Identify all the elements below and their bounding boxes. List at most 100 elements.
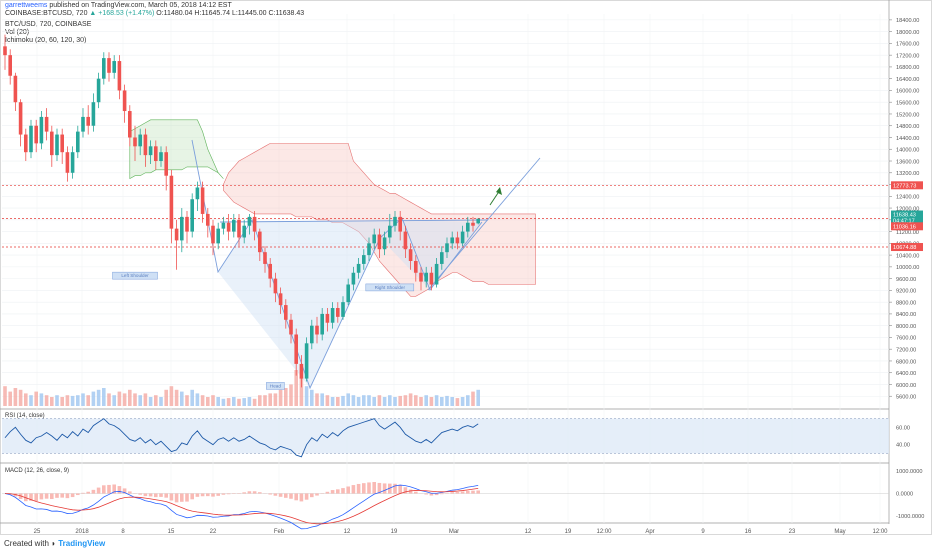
candle-body	[414, 260, 418, 273]
symbol-label: COINBASE:BTCUSD, 720	[5, 10, 88, 17]
x-tick-label: 22	[210, 529, 217, 535]
candle-body	[164, 152, 168, 176]
rsi-tick-label: 40.00	[896, 443, 910, 449]
x-tick-label: 2018	[75, 529, 89, 535]
brand-name[interactable]: TradingView	[58, 539, 106, 548]
candle-body	[8, 55, 12, 76]
candle-body	[408, 249, 413, 261]
volume-bar	[107, 393, 111, 406]
ichimoku-cloud-green	[129, 119, 224, 180]
macd-histogram-bar	[247, 491, 252, 494]
candle-body	[367, 243, 371, 256]
macd-histogram-bar	[216, 493, 220, 496]
candle-body	[429, 272, 434, 285]
price-tick-label: 8800.00	[896, 300, 916, 306]
volume-bar	[174, 389, 179, 406]
volume-bar	[138, 395, 142, 406]
candle-body	[341, 302, 345, 317]
volume-bar	[414, 395, 418, 406]
rsi-tick-label: 60.00	[896, 425, 910, 431]
volume-bar	[117, 391, 122, 406]
x-tick-label: 12:00	[596, 529, 612, 535]
macd-histogram-bar	[60, 493, 64, 498]
x-tick-label: 12	[525, 529, 532, 535]
x-tick-label: 23	[789, 529, 796, 535]
volume-bar	[50, 397, 54, 406]
candle-body	[180, 216, 184, 241]
pattern-label-box	[365, 283, 415, 292]
x-tick-label: Apr	[645, 529, 654, 535]
pattern-shading	[218, 220, 482, 388]
macd-histogram-bar	[86, 491, 90, 494]
volume-bar	[86, 395, 90, 406]
macd-histogram-bar	[268, 493, 272, 495]
volume-bar	[3, 386, 7, 406]
macd-histogram-bar	[330, 490, 335, 494]
candle-body	[96, 78, 101, 103]
candle-body	[211, 225, 215, 244]
volume-bar	[195, 393, 200, 406]
trend-line	[427, 157, 541, 291]
volume-bar	[18, 389, 23, 406]
candle-body	[377, 234, 382, 250]
macd-histogram-bar	[362, 483, 366, 494]
macd-histogram-bar	[65, 493, 70, 499]
macd-legend: MACD (12, 26, close, 9)	[5, 468, 69, 474]
price-tick-label: 11200.00	[896, 230, 919, 236]
price-tick-label: 6000.00	[896, 383, 916, 389]
price-tick-label: 8400.00	[896, 312, 916, 318]
macd-histogram-bar	[117, 486, 122, 494]
macd-histogram-bar	[440, 493, 444, 495]
candle-body	[86, 116, 90, 126]
candle-body	[76, 131, 80, 153]
price-tick-label: 12000.00	[896, 206, 919, 212]
candle-body	[159, 152, 163, 162]
macd-histogram-bar	[356, 483, 361, 494]
macd-histogram-bar	[299, 493, 304, 502]
candle-body	[304, 343, 309, 379]
candle-body	[242, 225, 246, 238]
volume-bar	[304, 386, 309, 406]
volume-bar	[128, 389, 132, 406]
candle-body	[13, 75, 18, 103]
volume-bar	[330, 397, 335, 406]
x-tick-label: 16	[745, 529, 752, 535]
volume-bar	[8, 391, 12, 406]
macd-histogram-bar	[76, 493, 80, 496]
price-tick-label: 18000.00	[896, 30, 919, 36]
price-label-box	[891, 216, 923, 225]
volume-bar	[252, 398, 257, 406]
macd-histogram-bar	[190, 493, 194, 500]
volume-bar	[471, 391, 475, 406]
macd-histogram-bar	[185, 493, 189, 502]
price-tick-label: 5600.00	[896, 395, 916, 401]
candle-body	[107, 58, 111, 73]
volume-bar	[351, 395, 356, 406]
volume-bar	[440, 397, 444, 406]
author-link[interactable]: garrettweems	[5, 2, 48, 9]
price-tick-label: 8000.00	[896, 324, 916, 330]
candle-body	[148, 146, 153, 156]
price-tick-label: 15200.00	[896, 112, 919, 118]
macd-histogram-bar	[70, 493, 75, 498]
volume-bar	[284, 388, 288, 406]
macd-histogram-bar	[112, 484, 116, 494]
candle-body	[226, 222, 231, 232]
macd-histogram-bar	[195, 493, 200, 497]
macd-histogram-bar	[273, 493, 278, 496]
candle-body	[372, 234, 376, 244]
macd-histogram-bar	[304, 493, 309, 500]
low-value: L:11445.00	[231, 10, 267, 17]
volume-bar	[164, 389, 168, 406]
volume-bar	[133, 393, 137, 406]
macd-histogram-bar	[102, 485, 106, 494]
volume-bar	[29, 395, 33, 406]
candle-body	[471, 222, 475, 226]
candle-body	[278, 293, 283, 306]
price-label-box	[891, 222, 923, 231]
volume-bar	[76, 395, 80, 406]
volume-bar	[424, 395, 428, 406]
macd-histogram-bar	[206, 493, 210, 497]
macd-histogram-bar	[455, 492, 460, 494]
